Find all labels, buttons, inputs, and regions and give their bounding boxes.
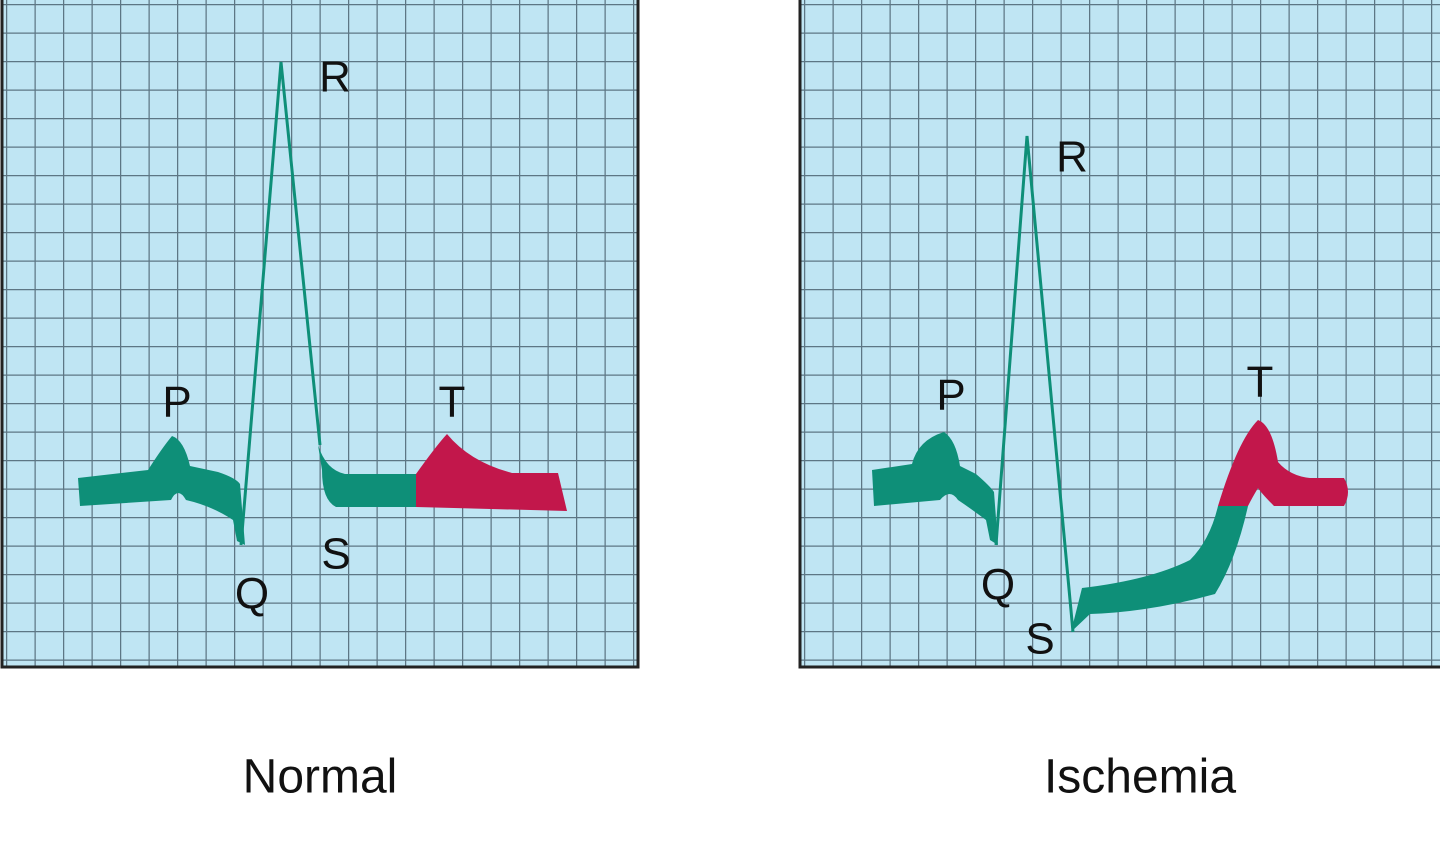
wave-label: R xyxy=(319,53,351,102)
p-wave xyxy=(872,432,998,545)
wave-label: S xyxy=(321,530,350,579)
wave-label: Q xyxy=(981,561,1015,610)
wave-label: S xyxy=(1025,615,1054,664)
st-segment xyxy=(318,445,416,507)
qrs-complex xyxy=(994,135,1075,633)
ecg-grid xyxy=(798,0,1440,669)
caption: Ischemia xyxy=(1044,751,1236,804)
st-segment xyxy=(1071,506,1248,632)
normal-panel: P Q R S T Normal xyxy=(0,0,640,804)
wave-label: T xyxy=(439,378,466,427)
qrs-complex xyxy=(239,61,322,546)
wave-label: T xyxy=(1247,358,1274,407)
p-wave xyxy=(78,436,245,545)
ischemia-panel: P Q R S T Ischemia xyxy=(798,0,1440,804)
ecg-grid xyxy=(0,0,640,669)
wave-label: P xyxy=(936,371,965,420)
wave-label: P xyxy=(162,378,191,427)
t-wave xyxy=(1218,420,1348,506)
wave-label: Q xyxy=(235,570,269,619)
t-wave xyxy=(416,434,567,511)
wave-label: R xyxy=(1056,133,1088,182)
caption: Normal xyxy=(243,751,398,804)
